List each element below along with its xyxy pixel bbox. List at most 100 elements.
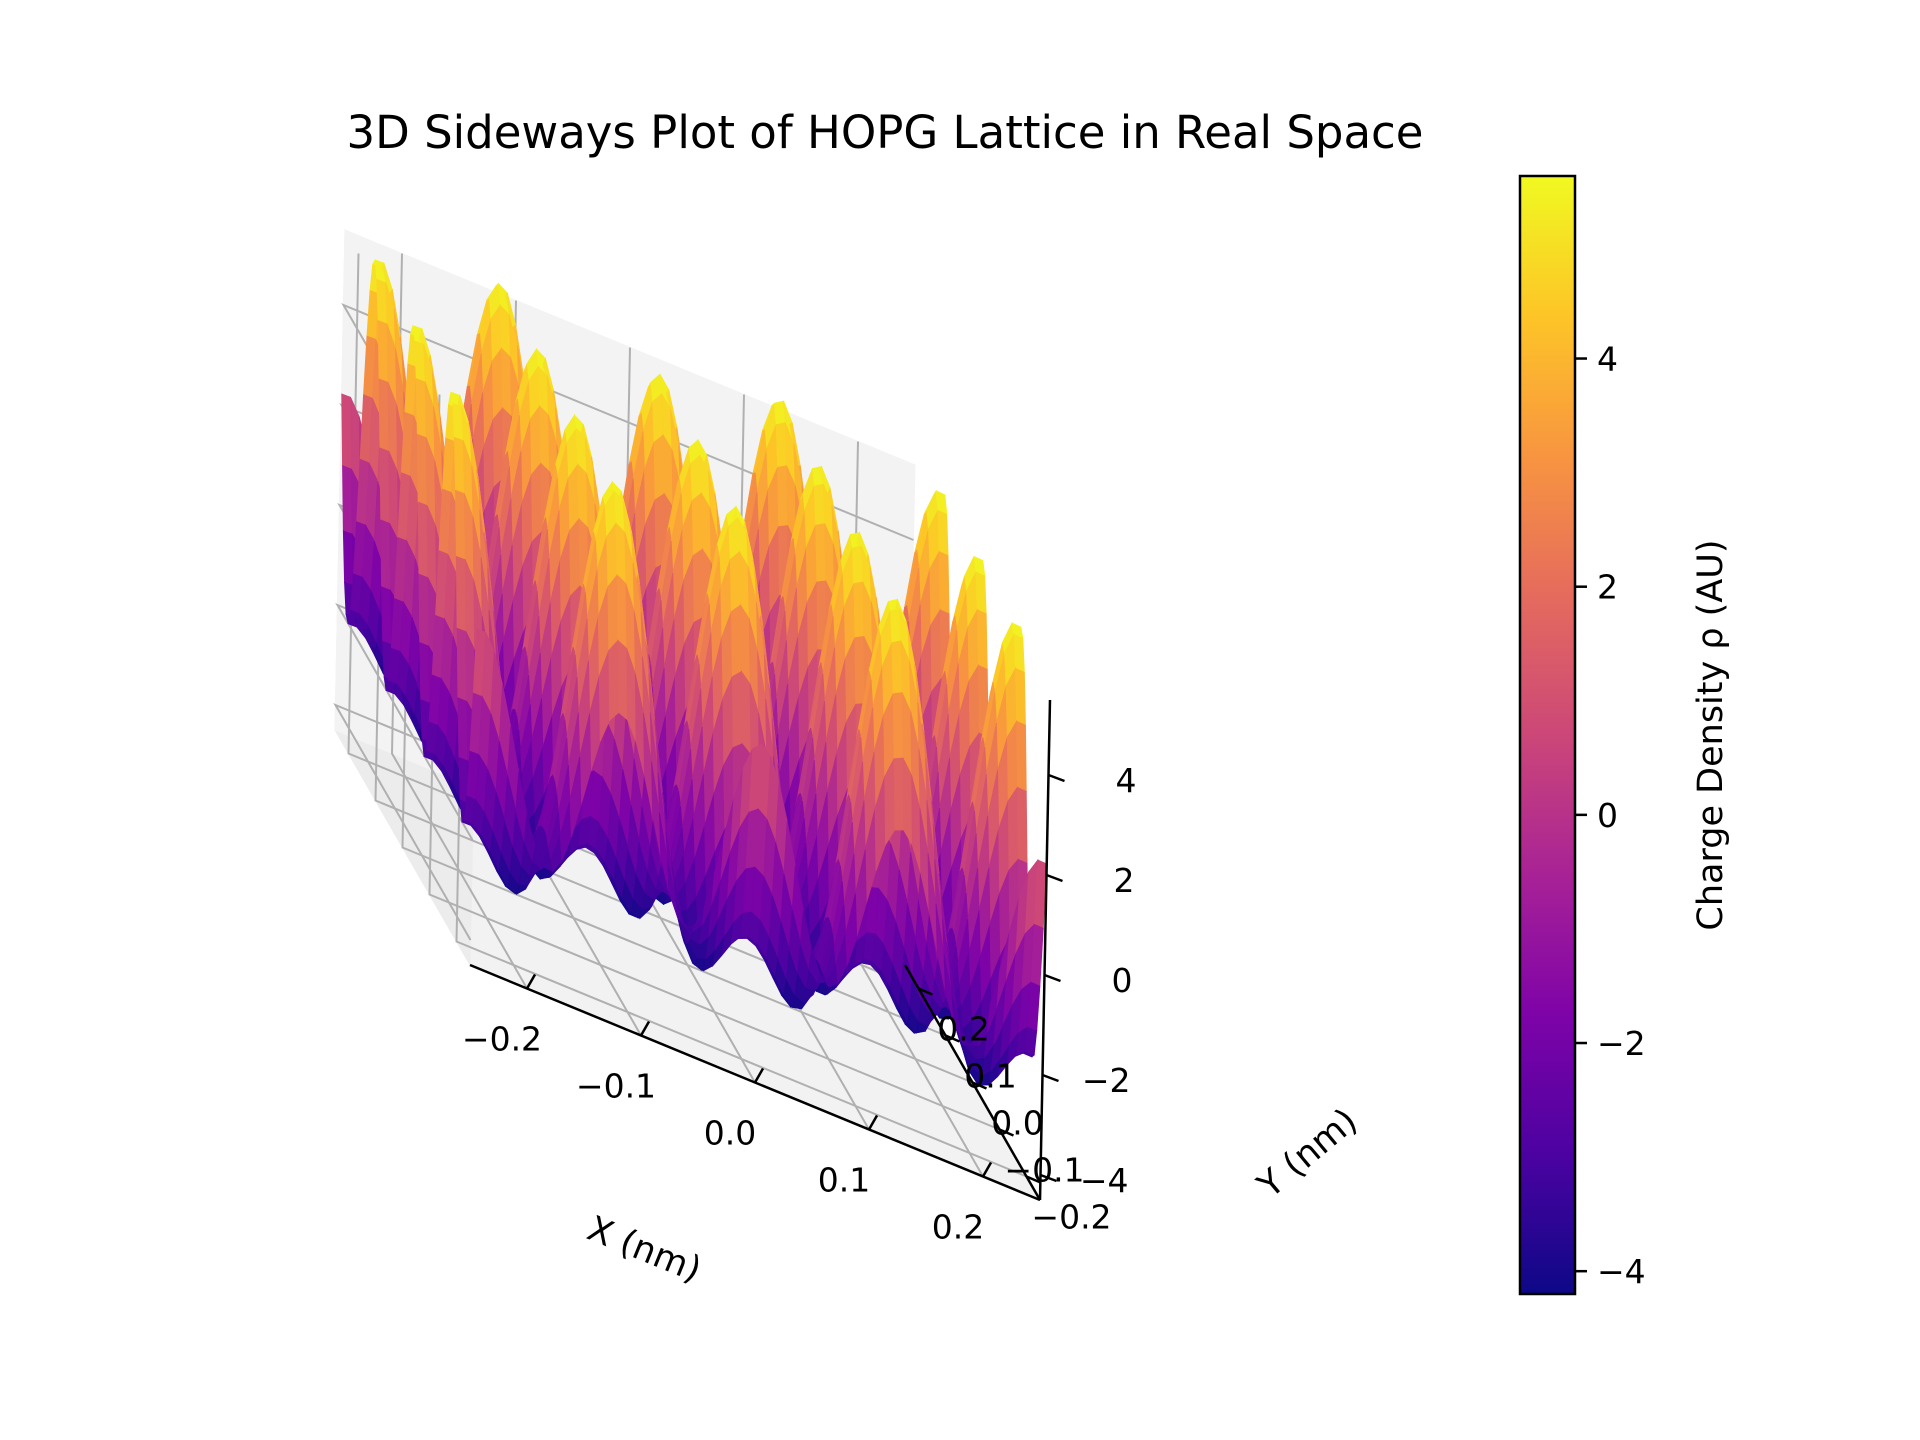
surface-patch	[453, 436, 465, 495]
surface-patch	[975, 571, 987, 615]
surface-patch	[690, 454, 702, 502]
colorbar-tick-label: 4	[1597, 340, 1618, 379]
z-tick-label: −4	[1080, 1161, 1129, 1200]
colorbar-tick-label: −4	[1597, 1252, 1646, 1291]
surface-patch	[616, 574, 628, 650]
surface-patch	[539, 405, 551, 473]
x-tick	[525, 973, 537, 990]
surface-patch	[1027, 981, 1041, 1031]
surface-patch	[691, 492, 703, 557]
surface-patch	[378, 378, 390, 452]
z-tick	[1040, 1173, 1057, 1183]
y-tick-label: −0.1	[1004, 1151, 1084, 1190]
surface-patch	[893, 757, 905, 831]
surface-patch	[531, 462, 543, 543]
x-tick	[753, 1067, 765, 1084]
surface-patch	[608, 639, 620, 722]
surface-patch	[377, 320, 389, 383]
surface-patch	[419, 642, 431, 704]
surface-patch	[530, 405, 542, 476]
surface-patch	[617, 639, 629, 721]
surface-patch	[740, 670, 752, 757]
y-tick	[918, 987, 933, 996]
surface-patch	[417, 501, 429, 579]
surface-patch	[854, 636, 866, 705]
surface-patch	[491, 347, 504, 420]
surface-patch	[937, 509, 949, 557]
surface-patch	[777, 465, 789, 528]
surface-patch	[381, 586, 392, 646]
chart-title: 3D Sideways Plot of HOPG Lattice in Real…	[347, 106, 1424, 159]
colorbar-tick-label: 2	[1597, 568, 1618, 607]
surface-patch	[416, 433, 428, 507]
surface-patch	[456, 627, 468, 702]
surface-patch	[607, 573, 619, 652]
surface-patch	[1007, 786, 1019, 872]
surface-patch	[457, 697, 469, 762]
surface-patch	[1016, 786, 1028, 864]
surface-patch	[342, 465, 353, 535]
z-tick	[1042, 1073, 1059, 1083]
tick-labels: −0.2 −0.1 0.0 0.1 0.2 −0.2 −0.1 0.0 0.1 0.2 −4 −2 0 2…	[462, 761, 1137, 1247]
surface-mesh	[341, 259, 1048, 1086]
y-tick	[1026, 1175, 1041, 1184]
y-tick	[945, 1034, 960, 1043]
surface-patch	[845, 893, 858, 966]
surface-patch	[775, 422, 788, 468]
z-tick	[1044, 973, 1061, 983]
surface-patch	[815, 523, 827, 583]
surface-patch	[1016, 720, 1027, 793]
x-tick	[867, 1114, 879, 1131]
surface-patch	[455, 555, 467, 633]
colorbar	[1518, 174, 1577, 1296]
colorbar-label: Charge Density ρ (AU)	[1691, 539, 1731, 930]
z-tick-label: 4	[1116, 761, 1137, 800]
x-tick	[981, 1161, 993, 1178]
surface-patch	[1013, 633, 1025, 674]
colorbar-tick-label: 0	[1597, 796, 1618, 835]
surface-patch	[891, 640, 903, 695]
surface-patch	[415, 378, 427, 439]
x-tick-label: −0.1	[576, 1067, 656, 1106]
surface-patch	[938, 550, 950, 615]
colorbar-ticks: −4 −2 0 2 4	[1575, 340, 1646, 1291]
x-tick-label: 0.0	[704, 1114, 756, 1153]
surface-patch	[653, 434, 665, 501]
y-axis-label: Y (nm)	[1250, 1101, 1365, 1207]
z-tick	[1046, 873, 1063, 883]
x-tick-label: −0.2	[462, 1020, 542, 1059]
surface-patch	[853, 581, 865, 639]
y-tick	[972, 1081, 987, 1090]
surface-patch	[341, 393, 352, 470]
surface-patch	[380, 519, 391, 591]
x-tick-label: 0.1	[818, 1161, 870, 1200]
y-tick-label: 0.2	[937, 1010, 989, 1049]
surface-patch	[729, 551, 741, 613]
surface-patch	[418, 573, 430, 647]
surface-patch	[730, 604, 742, 678]
y-tick	[999, 1128, 1014, 1137]
surface-patch	[342, 530, 354, 587]
z-tick-label: −2	[1082, 1061, 1131, 1100]
z-tick-label: 0	[1112, 961, 1133, 1000]
colorbar-tick-label: −2	[1597, 1024, 1646, 1063]
z-tick	[1048, 773, 1065, 783]
x-tick-label: 0.2	[932, 1208, 984, 1247]
z-tick-label: 2	[1114, 861, 1135, 900]
surface-patch	[455, 489, 466, 561]
surface-patch	[652, 393, 664, 444]
axis-lines	[469, 699, 1065, 1202]
y-tick-label: 0.0	[991, 1104, 1043, 1143]
surface-patch	[976, 609, 988, 671]
z-axis-line	[1038, 699, 1052, 1201]
surface-patch	[692, 548, 704, 623]
x-tick	[639, 1020, 651, 1037]
surface-patch	[1015, 667, 1026, 726]
y-tick-label: 0.1	[964, 1057, 1016, 1096]
x-axis-label: X (nm)	[582, 1209, 707, 1291]
surface-patch	[501, 347, 512, 418]
surface-patch	[892, 692, 904, 760]
y-tick-label: −0.2	[1031, 1198, 1111, 1237]
surface-patch	[379, 447, 391, 524]
